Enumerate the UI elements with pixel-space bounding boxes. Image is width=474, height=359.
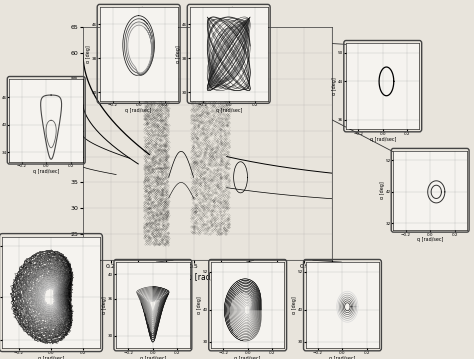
Y-axis label: α [deg]: α [deg] — [102, 296, 108, 314]
Y-axis label: α [deg]: α [deg] — [176, 45, 181, 63]
X-axis label: q [rad/sec]: q [rad/sec] — [329, 356, 356, 359]
X-axis label: q [rad/sec]: q [rad/sec] — [126, 108, 152, 113]
Y-axis label: α [deg]: α [deg] — [332, 77, 337, 95]
X-axis label: ω [rad/sec]: ω [rad/sec] — [186, 272, 229, 281]
Y-axis label: α [deg]: α [deg] — [59, 130, 68, 158]
Y-axis label: α [deg]: α [deg] — [292, 296, 297, 314]
X-axis label: q [rad/sec]: q [rad/sec] — [417, 237, 443, 242]
Y-axis label: α [deg]: α [deg] — [380, 181, 385, 199]
Y-axis label: α [deg]: α [deg] — [197, 296, 202, 314]
X-axis label: q [rad/sec]: q [rad/sec] — [370, 137, 396, 142]
X-axis label: q [rad/sec]: q [rad/sec] — [38, 356, 64, 359]
Y-axis label: α [deg]: α [deg] — [0, 111, 1, 129]
X-axis label: q [rad/sec]: q [rad/sec] — [216, 108, 242, 113]
X-axis label: q [rad/sec]: q [rad/sec] — [235, 356, 261, 359]
X-axis label: q [rad/sec]: q [rad/sec] — [140, 356, 166, 359]
X-axis label: q [rad/sec]: q [rad/sec] — [33, 169, 59, 174]
Y-axis label: α [deg]: α [deg] — [86, 45, 91, 63]
